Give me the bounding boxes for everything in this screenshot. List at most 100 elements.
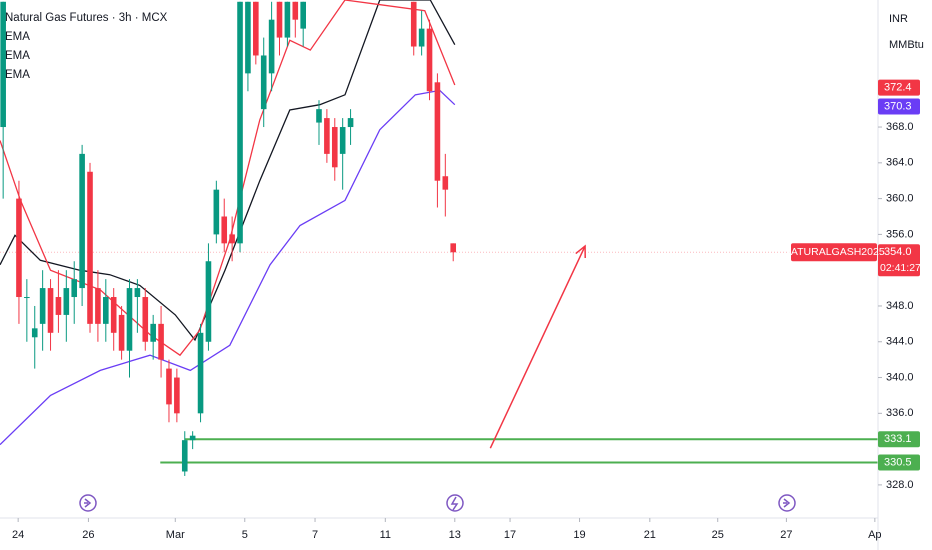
price-label-box [878, 454, 920, 471]
x-tick-label: 11 [380, 529, 391, 541]
candle-body [331, 127, 338, 168]
y-tick-label: 356.0 [886, 228, 914, 240]
symbol-label: NATURALGASH2025 [783, 246, 885, 258]
unit-label[interactable]: MMBtu [889, 39, 924, 51]
y-tick-label: 348.0 [886, 300, 914, 312]
candle-body [47, 288, 54, 333]
candle-body [347, 118, 354, 128]
price-label: 372.4 [884, 82, 912, 94]
candle-body [339, 127, 346, 154]
candle-body [434, 82, 441, 181]
candle-body [110, 297, 117, 333]
y-tick-label: 364.0 [886, 157, 914, 169]
candle-body [213, 189, 220, 235]
last-price-box [878, 244, 920, 277]
y-tick-label: 340.0 [886, 371, 914, 383]
candle-body [189, 435, 196, 441]
indicator-label: EMA [5, 69, 30, 81]
chart-title: Natural Gas Futures · 3h · MCX [5, 12, 168, 24]
candle-body [426, 28, 433, 92]
plot-area [0, 0, 878, 476]
y-tick-label: 336.0 [886, 407, 914, 419]
currency-label[interactable]: INR [889, 13, 908, 25]
axes: 328.0 336.0 340.0 344.0 348.0 356.0 360.0 364.0… [12, 79, 921, 541]
price-label: 370.3 [884, 100, 912, 112]
indicator-label: EMA [5, 31, 30, 43]
arrow-line [489, 245, 586, 449]
candle-body [197, 332, 204, 414]
candle-body [253, 1, 259, 56]
candle-body [418, 28, 425, 47]
candle-body [268, 19, 275, 74]
candle-body [0, 1, 6, 128]
candle-body [292, 1, 299, 20]
candle-body [24, 297, 30, 299]
candle-body [39, 288, 46, 324]
x-tick-label: 27 [780, 529, 792, 541]
x-tick-label: Ap [868, 529, 881, 541]
x-tick-label: 5 [242, 529, 248, 541]
countdown: 02:41:27 [880, 262, 921, 274]
candle-body [16, 198, 22, 298]
candle-body [126, 288, 133, 351]
ema-line [0, 89, 456, 446]
x-tick-label: 19 [573, 529, 585, 541]
arrow-head [575, 244, 586, 259]
candle-body [276, 1, 283, 38]
candle-body [229, 234, 235, 244]
candle-body [205, 261, 212, 342]
last-price-label: 354.0 [884, 246, 912, 258]
price-label: 333.1 [884, 433, 912, 445]
candle-body [324, 118, 330, 154]
candle-body [284, 1, 291, 38]
x-tick-label: Mar [166, 529, 185, 541]
candle-body [31, 328, 38, 338]
x-tick-label: 25 [712, 529, 724, 541]
y-tick-label: 360.0 [886, 193, 914, 205]
x-tick-label: 21 [644, 529, 656, 541]
price-label-box [878, 79, 920, 96]
event-icon[interactable] [778, 494, 796, 512]
candle-body [142, 297, 149, 342]
y-tick-label: 344.0 [886, 336, 914, 348]
candle-body [79, 153, 85, 289]
candle-body [221, 216, 228, 244]
candle-body [174, 377, 180, 414]
symbol-box [791, 243, 877, 262]
event-icon[interactable] [79, 494, 97, 512]
candle-body [134, 288, 141, 298]
y-tick-label: 328.0 [886, 479, 914, 491]
candle-body [63, 288, 70, 315]
candle-body [442, 176, 449, 190]
indicator-label: EMA [5, 50, 30, 62]
y-tick-label: 368.0 [886, 121, 914, 133]
candle-body [158, 323, 164, 360]
x-tick-label: 13 [449, 529, 461, 541]
candle-body [71, 279, 78, 298]
candle-body [181, 440, 188, 472]
x-tick-label: 26 [82, 529, 94, 541]
candle-body [87, 171, 93, 324]
event-icon[interactable] [446, 494, 464, 512]
x-tick-label: 24 [12, 529, 24, 541]
candle-body [260, 55, 267, 110]
candle-body [245, 1, 251, 74]
price-label: 330.5 [884, 456, 912, 468]
x-tick-label: 17 [504, 529, 516, 541]
candle-body [316, 109, 322, 123]
price-label-box [878, 98, 920, 115]
candle-body [150, 323, 156, 342]
candle-body [95, 288, 101, 324]
x-tick-label: 7 [312, 529, 318, 541]
candle-body [55, 297, 62, 315]
candle-body [166, 368, 172, 405]
candle-body [237, 1, 243, 244]
candle-body [410, 1, 417, 47]
candle-body [118, 314, 125, 351]
price-label-box [878, 431, 920, 448]
candle-body [450, 243, 457, 253]
candle-body [300, 1, 306, 29]
candle-body [103, 297, 109, 324]
